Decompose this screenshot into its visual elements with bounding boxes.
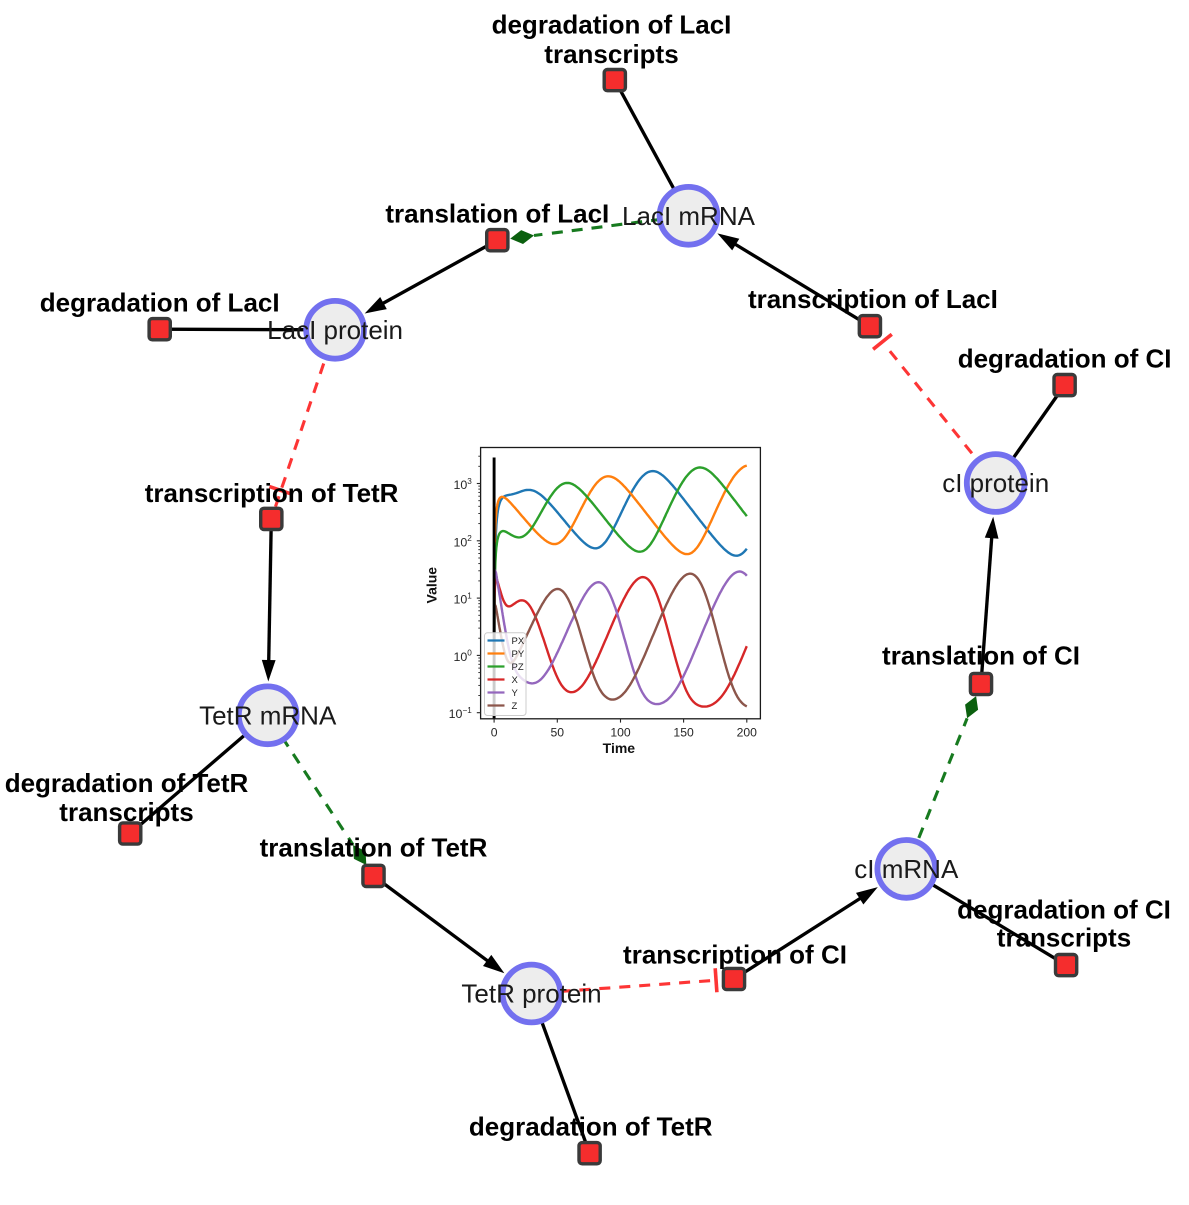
svg-text:degradation of TetR: degradation of TetR [5, 768, 249, 798]
svg-text:150: 150 [673, 726, 694, 740]
svg-text:degradation of TetR: degradation of TetR [469, 1112, 713, 1142]
svg-text:degradation of CI: degradation of CI [957, 894, 1171, 924]
svg-text:degradation of CI: degradation of CI [958, 344, 1172, 374]
svg-text:200: 200 [737, 726, 758, 740]
svg-text:degradation of LacI: degradation of LacI [492, 10, 732, 40]
svg-text:cI protein: cI protein [942, 468, 1049, 498]
svg-text:transcripts: transcripts [997, 923, 1131, 953]
svg-text:translation of CI: translation of CI [882, 641, 1080, 671]
svg-text:LacI mRNA: LacI mRNA [622, 201, 756, 231]
svg-text:Y: Y [512, 688, 519, 699]
svg-text:transcription of LacI: transcription of LacI [748, 284, 998, 314]
svg-text:TetR mRNA: TetR mRNA [199, 700, 337, 730]
svg-text:transcription of TetR: transcription of TetR [145, 478, 399, 508]
svg-text:Time: Time [603, 740, 636, 756]
svg-text:transcription of CI: transcription of CI [623, 939, 847, 969]
svg-text:degradation of LacI: degradation of LacI [40, 288, 280, 318]
svg-text:Value: Value [423, 567, 439, 604]
svg-text:PY: PY [512, 649, 525, 660]
svg-text:LacI protein: LacI protein [267, 315, 403, 345]
svg-text:transcripts: transcripts [59, 797, 193, 827]
svg-text:PZ: PZ [512, 662, 524, 673]
svg-text:100: 100 [610, 726, 631, 740]
svg-text:cI mRNA: cI mRNA [854, 854, 959, 884]
svg-text:translation of LacI: translation of LacI [385, 198, 609, 228]
svg-text:TetR protein: TetR protein [461, 979, 601, 1009]
svg-text:0: 0 [491, 726, 498, 740]
svg-text:50: 50 [551, 726, 565, 740]
svg-text:transcripts: transcripts [544, 39, 678, 69]
svg-text:Z: Z [512, 701, 518, 712]
svg-text:translation of TetR: translation of TetR [260, 833, 488, 863]
svg-text:PX: PX [512, 636, 525, 647]
svg-text:X: X [512, 675, 519, 686]
